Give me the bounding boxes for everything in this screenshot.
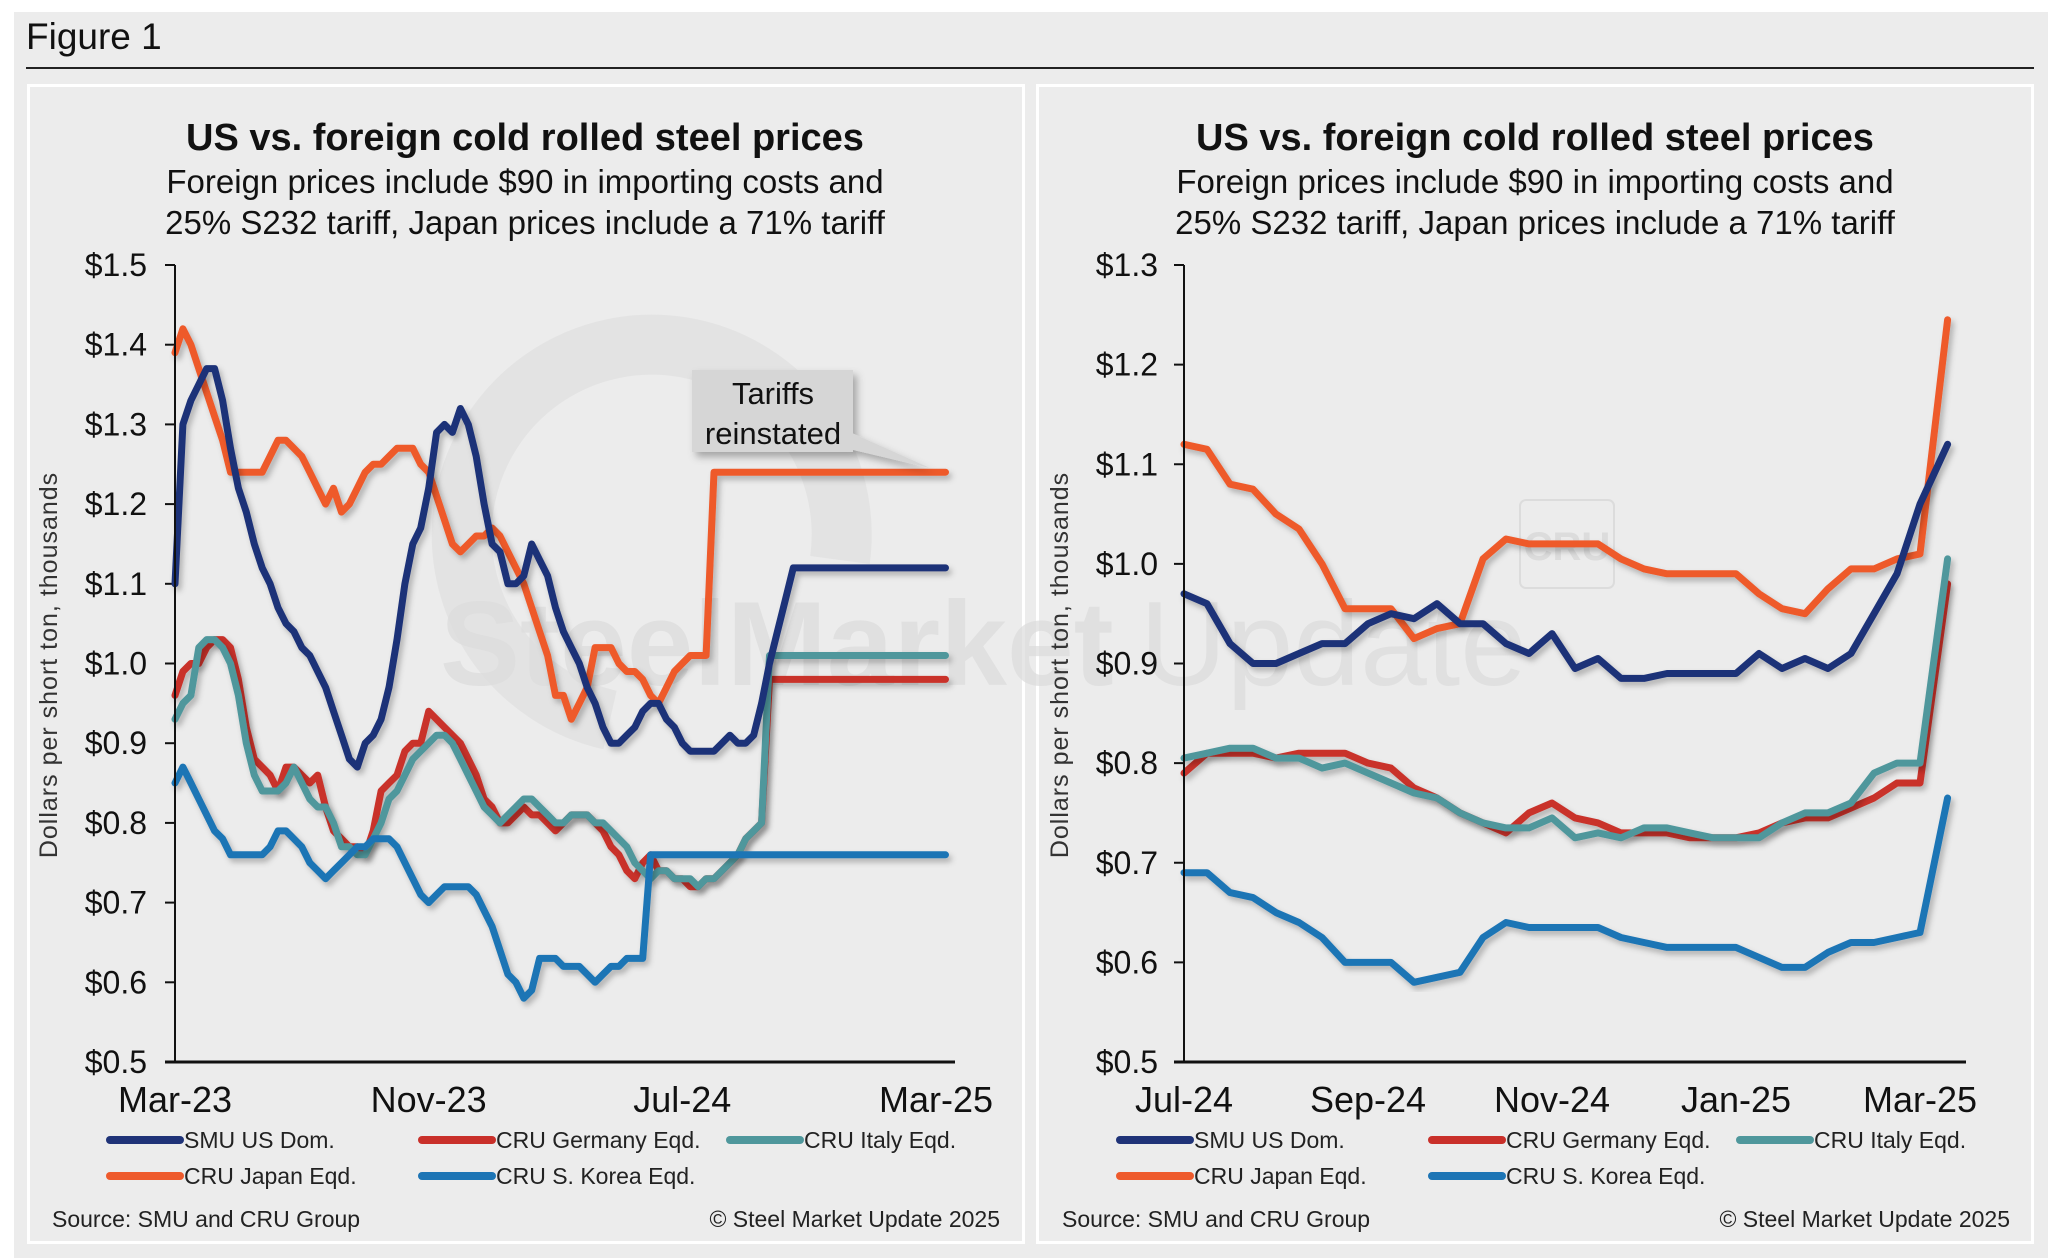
legend-label-cru-s-korea: CRU S. Korea Eqd. [496,1163,695,1189]
right-chart-subtitle-1: Foreign prices include $90 in importing … [1176,163,1893,200]
legend-label-smu-us-dom: SMU US Dom. [184,1127,335,1153]
left-chart-y-axis-label: Dollars per short ton, thousands [35,472,63,858]
left-line-cru-japan [171,325,949,723]
left-chart: US vs. foreign cold rolled steel prices … [35,117,1000,1232]
legend-label-cru-italy: CRU Italy Eqd. [1814,1127,1966,1153]
tariffs-callout [692,370,930,468]
right-chart: US vs. foreign cold rolled steel prices … [1046,117,2010,1232]
right-line-cru-japan [1180,316,1952,643]
callout-text-line1: Tariffs [732,376,814,411]
left-chart-title: US vs. foreign cold rolled steel prices [186,117,864,159]
left-line-smu-us-dom [171,365,949,771]
left-chart-subtitle-1: Foreign prices include $90 in importing … [166,163,883,200]
left-y-tick-label: $0.5 [85,1044,147,1080]
right-chart-panel [1036,84,2034,1244]
left-chart-subtitle-2: 25% S232 tariff, Japan prices include a … [165,204,886,241]
right-line-smu-us-dom [1180,440,1952,682]
left-x-tick-label: Mar-25 [879,1079,993,1120]
right-y-tick-label: $0.9 [1096,646,1158,682]
right-y-tick-label: $0.5 [1096,1044,1158,1080]
right-y-tick-label: $1.3 [1096,247,1158,283]
left-y-tick-label: $1.4 [85,327,147,363]
left-y-tick-label: $1.1 [85,566,147,602]
legend-label-cru-germany: CRU Germany Eqd. [1506,1127,1711,1153]
left-y-tick-label: $1.5 [85,247,147,283]
right-y-tick-label: $0.7 [1096,845,1158,881]
legend-label-cru-s-korea: CRU S. Korea Eqd. [1506,1163,1705,1189]
left-chart-axes [165,265,955,1064]
right-y-tick-label: $0.8 [1096,745,1158,781]
left-y-tick-label: $1.0 [85,646,147,682]
legend-label-smu-us-dom: SMU US Dom. [1194,1127,1345,1153]
right-line-cru-s-korea [1180,794,1952,986]
left-y-tick-label: $0.7 [85,885,147,921]
callout-pointer [845,430,930,468]
right-x-tick-label: Jan-25 [1681,1079,1791,1120]
right-chart-legend: SMU US Dom. CRU Germany Eqd. CRU Italy Eqd… [1116,1127,1966,1189]
right-y-tick-label: $1.2 [1096,347,1158,383]
right-x-tick-label: Mar-25 [1863,1079,1977,1120]
right-y-tick-label: $1.1 [1096,446,1158,482]
callout-box [692,370,853,452]
figure-title-rule [26,67,2034,69]
legend-label-cru-japan: CRU Japan Eqd. [184,1163,357,1189]
legend-label-cru-germany: CRU Germany Eqd. [496,1127,701,1153]
left-y-tick-label: $1.2 [85,486,147,522]
right-chart-x-ticks: Jul-24 Sep-24 Nov-24 Jan-25 Mar-25 [1135,1079,1977,1120]
callout-text-line2: reinstated [705,416,841,451]
right-chart-y-ticks: $0.5 $0.6 $0.7 $0.8 $0.9 $1.0 $1.1 $1.2 $1.3 [1096,247,1184,1080]
left-line-cru-s-korea [171,763,949,1002]
left-x-tick-label: Mar-23 [118,1079,232,1120]
left-x-tick-label: Jul-24 [633,1079,731,1120]
legend-label-cru-italy: CRU Italy Eqd. [804,1127,956,1153]
legend-label-cru-japan: CRU Japan Eqd. [1194,1163,1367,1189]
right-x-tick-label: Sep-24 [1310,1079,1426,1120]
right-chart-copyright: © Steel Market Update 2025 [1719,1206,2010,1232]
left-y-tick-label: $0.9 [85,725,147,761]
right-chart-axes [1174,265,1966,1064]
left-chart-y-ticks: $0.5 $0.6 $0.7 $0.8 $0.9 $1.0 $1.1 $1.2 $1.3 $1.4… [85,247,175,1080]
left-x-tick-label: Nov-23 [371,1079,487,1120]
right-chart-y-axis-label: Dollars per short ton, thousands [1046,472,1074,858]
right-x-tick-label: Nov-24 [1494,1079,1610,1120]
right-chart-title: US vs. foreign cold rolled steel prices [1196,117,1874,159]
right-x-tick-label: Jul-24 [1135,1079,1233,1120]
right-chart-lines [1180,316,1952,986]
left-chart-source: Source: SMU and CRU Group [52,1206,360,1232]
right-chart-source: Source: SMU and CRU Group [1062,1206,1370,1232]
right-line-cru-germany [1180,580,1952,842]
left-y-tick-label: $0.6 [85,964,147,1000]
left-y-tick-label: $1.3 [85,406,147,442]
right-y-tick-label: $1.0 [1096,546,1158,582]
right-line-cru-italy [1180,555,1952,842]
left-y-tick-label: $0.8 [85,805,147,841]
right-chart-subtitle-2: 25% S232 tariff, Japan prices include a … [1175,204,1896,241]
right-y-tick-label: $0.6 [1096,944,1158,980]
figure-title: Figure 1 [26,16,162,57]
left-chart-x-ticks: Mar-23 Nov-23 Jul-24 Mar-25 [118,1079,993,1120]
left-line-cru-italy [171,636,949,891]
left-chart-copyright: © Steel Market Update 2025 [709,1206,1000,1232]
left-chart-lines [171,325,949,1002]
left-chart-legend: SMU US Dom. CRU Germany Eqd. CRU Italy Eqd… [106,1127,956,1189]
